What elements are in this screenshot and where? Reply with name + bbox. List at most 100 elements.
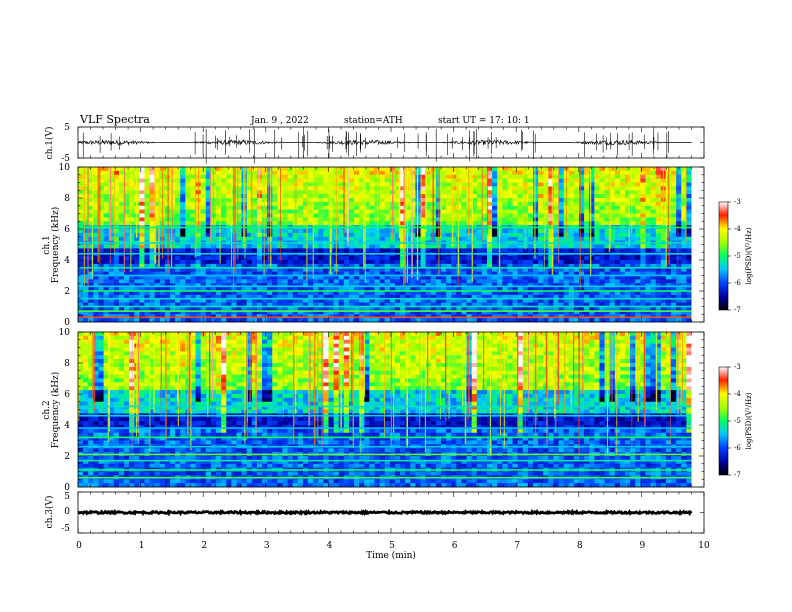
spectrogram-cell	[226, 318, 232, 323]
spectrogram-cell	[124, 263, 130, 269]
spectrogram-cell	[175, 178, 181, 183]
spectrogram-cell	[676, 306, 682, 311]
spectrogram-cell	[538, 302, 544, 307]
spectrogram-cell	[502, 213, 508, 218]
spectrogram-cell	[129, 306, 135, 311]
spectrogram-cell	[231, 229, 237, 234]
spectrogram-cell	[609, 236, 616, 241]
spectrogram-cell	[190, 190, 196, 195]
spectrogram-cell	[359, 205, 365, 210]
spectrogram-cell	[466, 263, 472, 269]
spectrogram-cell	[88, 182, 94, 187]
spectrogram-cell	[287, 186, 294, 191]
spectrogram-cell	[492, 201, 498, 207]
spectrogram-cell	[400, 217, 406, 222]
spectrogram-cell	[430, 248, 437, 253]
spectrogram-cell	[348, 186, 355, 191]
spectrogram-cell	[625, 236, 631, 241]
spectrogram-cell	[619, 236, 626, 241]
spectrogram-cell	[635, 279, 641, 284]
spectrogram-cell	[609, 279, 616, 284]
spectrogram-cell	[660, 271, 667, 276]
spectrogram-cell	[492, 232, 498, 238]
spectrogram-cell	[282, 298, 288, 303]
spectrogram-cell	[328, 298, 334, 303]
spectrogram-cell	[103, 205, 109, 210]
spectrogram-cell	[175, 244, 181, 249]
spectrogram-cell	[103, 194, 109, 199]
spectrogram-cell	[108, 201, 115, 207]
spectrogram-cell	[103, 201, 109, 207]
spectrogram-cell	[154, 232, 161, 238]
spectrogram-cell	[400, 318, 406, 323]
spectrogram-cell	[604, 263, 610, 269]
spectrogram-cell	[287, 256, 294, 261]
spectrogram-cell	[625, 186, 631, 191]
spectrogram-cell	[282, 287, 288, 292]
spectrogram-cell	[139, 287, 145, 292]
spectrogram-cell	[451, 174, 457, 179]
spectrogram-cell	[614, 236, 621, 241]
spectrogram-cell	[476, 182, 483, 187]
spectrogram-cell	[103, 260, 109, 265]
spectrogram-cell	[568, 318, 575, 323]
spectrogram-cell	[144, 174, 150, 179]
spectrogram-cell	[604, 271, 610, 276]
spectrogram-cell	[584, 279, 590, 284]
spectrogram-cell	[389, 263, 396, 269]
spectrogram-cell	[297, 217, 304, 222]
spectrogram-cell	[226, 201, 232, 207]
spectrogram-cell	[456, 283, 462, 288]
spectrogram-cell	[579, 178, 585, 183]
spectrogram-cell	[548, 174, 554, 179]
spectrogram-cell	[492, 205, 498, 210]
spectrogram-cell	[292, 198, 299, 203]
spectrogram-cell	[113, 205, 120, 210]
spectrogram-cell	[502, 279, 508, 284]
spectrogram-cell	[681, 186, 687, 191]
spectrogram-cell	[348, 232, 355, 238]
spectrogram-cell	[425, 182, 432, 187]
spectrogram-cell	[359, 182, 365, 187]
spectrogram-cell	[507, 314, 513, 319]
spectrogram-cell	[287, 174, 294, 179]
spectrogram-cell	[149, 298, 155, 303]
spectrogram-cell	[655, 217, 662, 222]
spectrogram-cell	[573, 294, 580, 300]
spectrogram-cell	[512, 310, 518, 315]
spectrogram-cell	[200, 229, 207, 234]
spectrogram-cell	[389, 283, 396, 288]
spectrogram-cell	[241, 275, 247, 280]
spectrogram-cell	[645, 248, 651, 253]
spectrogram-cell	[292, 314, 299, 319]
spectrogram-cell	[614, 279, 621, 284]
spectrogram-cell	[139, 318, 145, 323]
spectrogram-cell	[267, 229, 273, 234]
spectrogram-cell	[318, 236, 324, 241]
spectrogram-cell	[507, 310, 513, 315]
spectrogram-cell	[226, 294, 232, 300]
spectrogram-cell	[318, 267, 324, 272]
spectrogram-cell	[604, 174, 610, 179]
spectrogram-cell	[318, 275, 324, 280]
spectrogram-cell	[216, 229, 222, 234]
spectrogram-cell	[486, 232, 493, 238]
spectrogram-cell	[256, 213, 263, 218]
spectrogram-cell	[256, 275, 263, 280]
spectrogram-cell	[216, 232, 222, 238]
spectrogram-cell	[522, 283, 529, 288]
spectrogram-cell	[512, 170, 518, 176]
spectrogram-cell	[650, 256, 656, 261]
spectrogram-cell	[614, 213, 621, 218]
spectrogram-cell	[216, 170, 222, 176]
spectrogram-cell	[98, 302, 104, 307]
spectrogram-cell	[471, 236, 478, 241]
spectrogram-cell	[78, 310, 84, 315]
spectrogram-cell	[486, 294, 493, 300]
spectrogram-cell	[231, 174, 237, 179]
spectrogram-cell	[221, 217, 227, 222]
spectrogram-cell	[686, 271, 692, 276]
spectrogram-cell	[394, 263, 401, 269]
spectrogram-cell	[308, 201, 314, 207]
spectrogram-cell	[604, 167, 610, 172]
